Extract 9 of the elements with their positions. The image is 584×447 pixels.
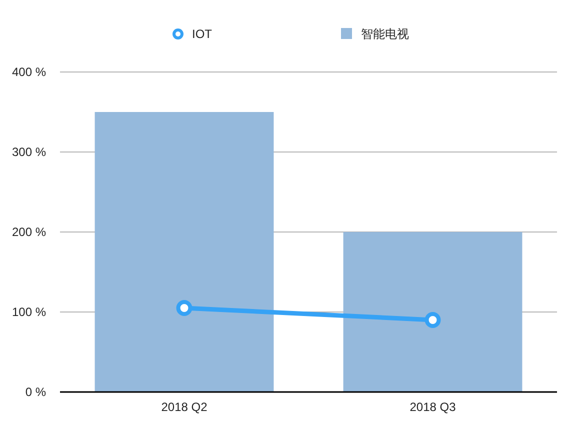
y-tick-label: 400 % — [12, 65, 46, 80]
x-tick-label: 2018 Q2 — [161, 400, 208, 414]
x-tick-label: 2018 Q3 — [410, 400, 456, 414]
legend-label: 智能电视 — [361, 27, 409, 42]
y-tick-label: 200 % — [12, 225, 46, 240]
legend-label: IOT — [192, 27, 213, 42]
y-tick-label: 300 % — [12, 145, 46, 160]
y-tick-label: 100 % — [12, 305, 46, 320]
y-tick-label: 0 % — [25, 385, 46, 400]
